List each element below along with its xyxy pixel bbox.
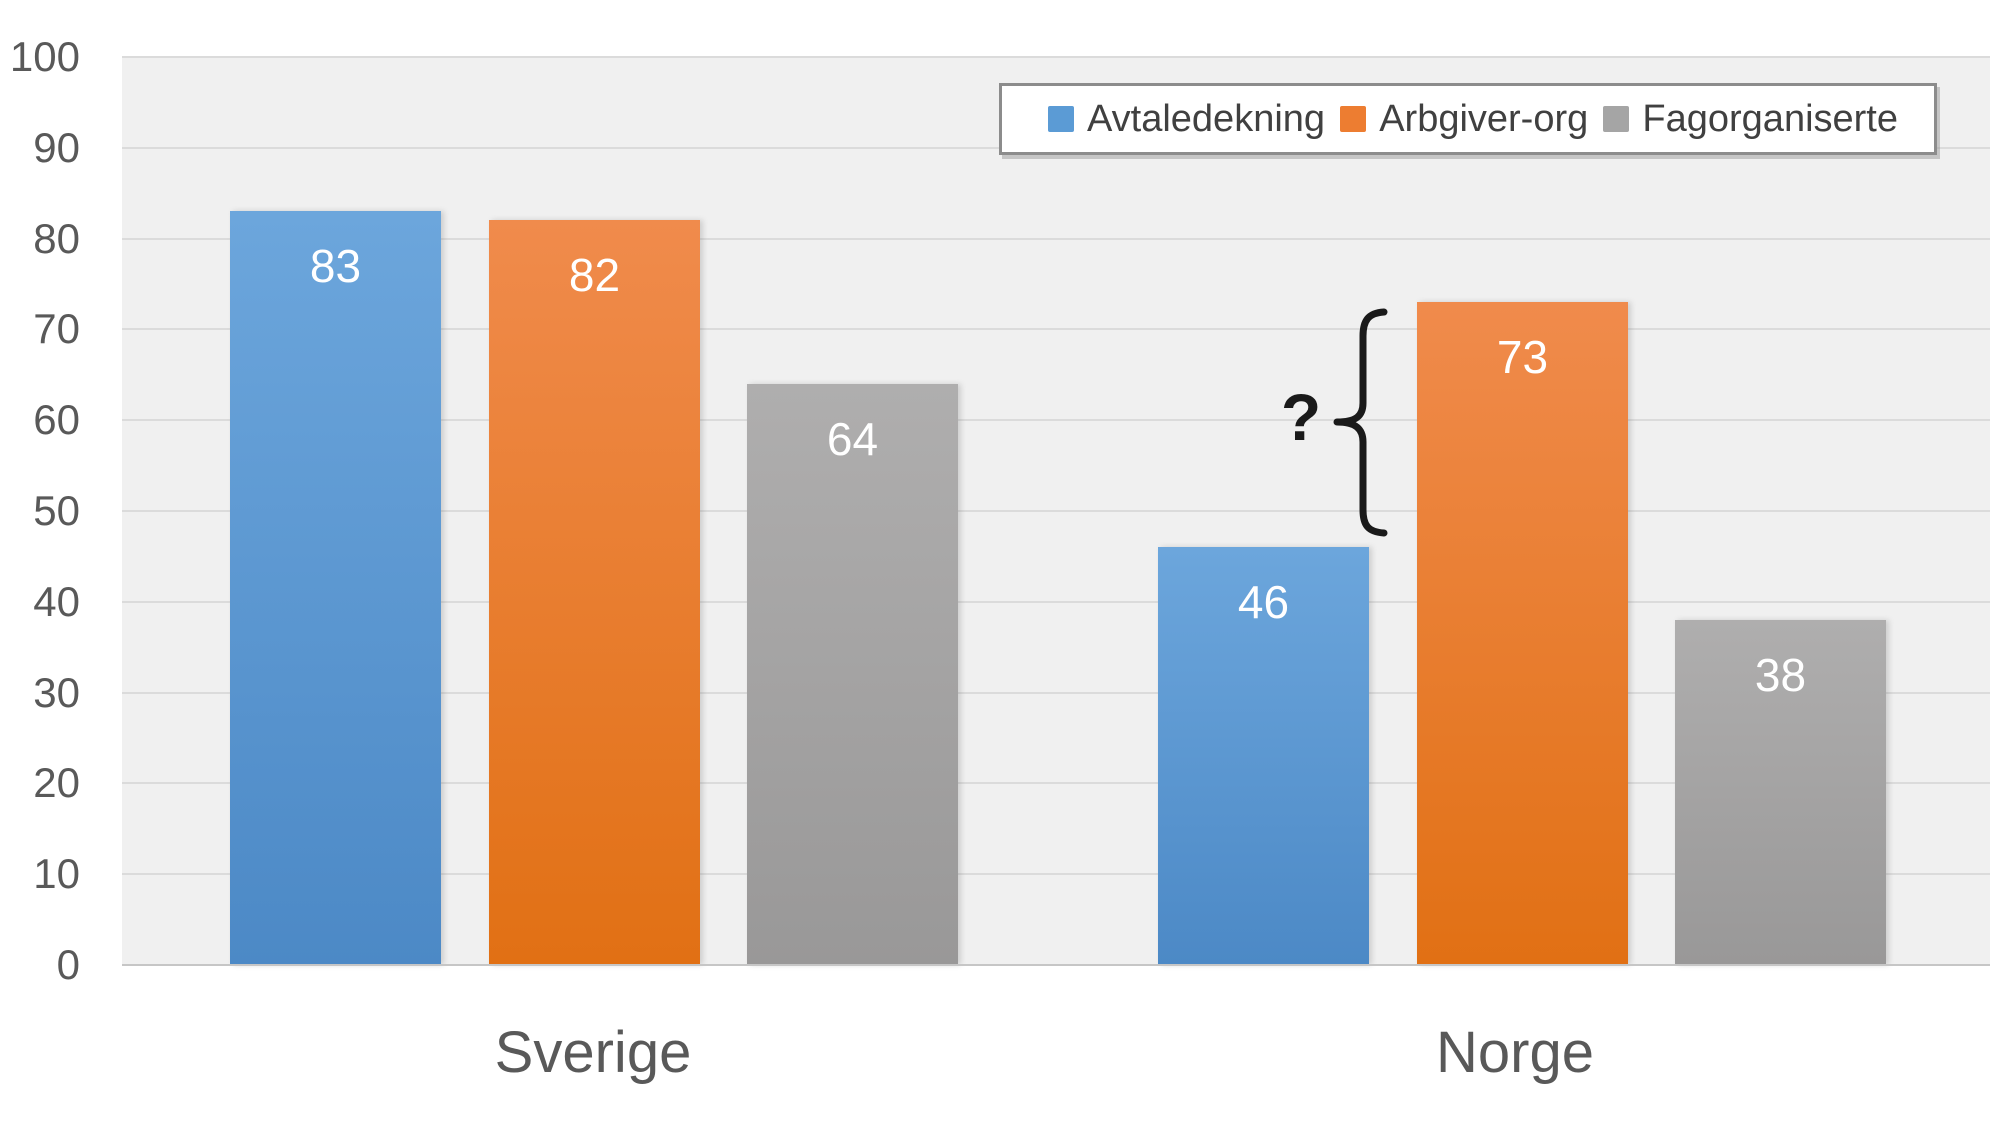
- legend-item-fagorganiserte: Fagorganiserte: [1603, 100, 1898, 138]
- gridline-40: [122, 600, 1990, 603]
- y-tick-label-30: 30: [33, 668, 80, 716]
- y-tick-label-10: 10: [33, 850, 80, 898]
- gridline-0: [122, 964, 1990, 966]
- gridline-50: [122, 510, 1990, 512]
- y-tick-label-40: 40: [33, 577, 80, 625]
- data-label: 46: [1237, 576, 1290, 629]
- question-mark-annotation: ?: [1280, 380, 1322, 454]
- y-tick-label-70: 70: [33, 305, 80, 353]
- legend-swatch-icon: [1340, 106, 1367, 132]
- gridline-30: [122, 691, 1990, 694]
- data-label: 83: [309, 240, 362, 293]
- legend-item-arbgiver-org: Arbgiver-org: [1340, 100, 1588, 138]
- legend: Avtaledekning Arbgiver-org Fagorganiserte: [999, 83, 1937, 155]
- gridline-10: [122, 873, 1990, 876]
- gridline-20: [122, 782, 1990, 785]
- y-tick-label-90: 90: [33, 123, 80, 171]
- legend-item-avtaledekning: Avtaledekning: [1048, 100, 1325, 138]
- legend-swatch-icon: [1603, 106, 1630, 132]
- data-label: 64: [826, 412, 879, 465]
- data-label: 82: [568, 249, 621, 302]
- legend-label: Arbgiver-org: [1379, 98, 1589, 140]
- bar-norge-arbgiver-org: 73: [1417, 302, 1628, 965]
- legend-label: Fagorganiserte: [1642, 98, 1898, 140]
- gridline-60: [122, 419, 1990, 422]
- bar-sverige-avtaledekning: 83: [230, 211, 441, 965]
- bar-norge-fagorganiserte: 38: [1675, 619, 1886, 965]
- y-tick-label-50: 50: [33, 487, 80, 534]
- bar-sverige-fagorganiserte: 64: [747, 383, 958, 965]
- y-tick-label-100: 100: [9, 33, 80, 80]
- y-tick-label-60: 60: [33, 396, 80, 444]
- bar-sverige-arbgiver-org: 82: [489, 220, 700, 965]
- category-label-sverige: Sverige: [494, 1020, 692, 1085]
- gridline-100: [122, 56, 1990, 58]
- data-label: 73: [1496, 331, 1549, 384]
- y-tick-label-20: 20: [33, 759, 80, 807]
- bar-norge-avtaledekning: 46: [1158, 547, 1369, 965]
- category-label-norge: Norge: [1436, 1020, 1594, 1085]
- data-label: 38: [1754, 648, 1807, 701]
- y-tick-label-80: 80: [33, 214, 80, 262]
- y-tick-label-0: 0: [56, 941, 80, 988]
- legend-swatch-icon: [1048, 106, 1074, 132]
- legend-label: Avtaledekning: [1087, 98, 1326, 140]
- gridline-70: [122, 328, 1990, 331]
- gridline-80: [122, 237, 1990, 240]
